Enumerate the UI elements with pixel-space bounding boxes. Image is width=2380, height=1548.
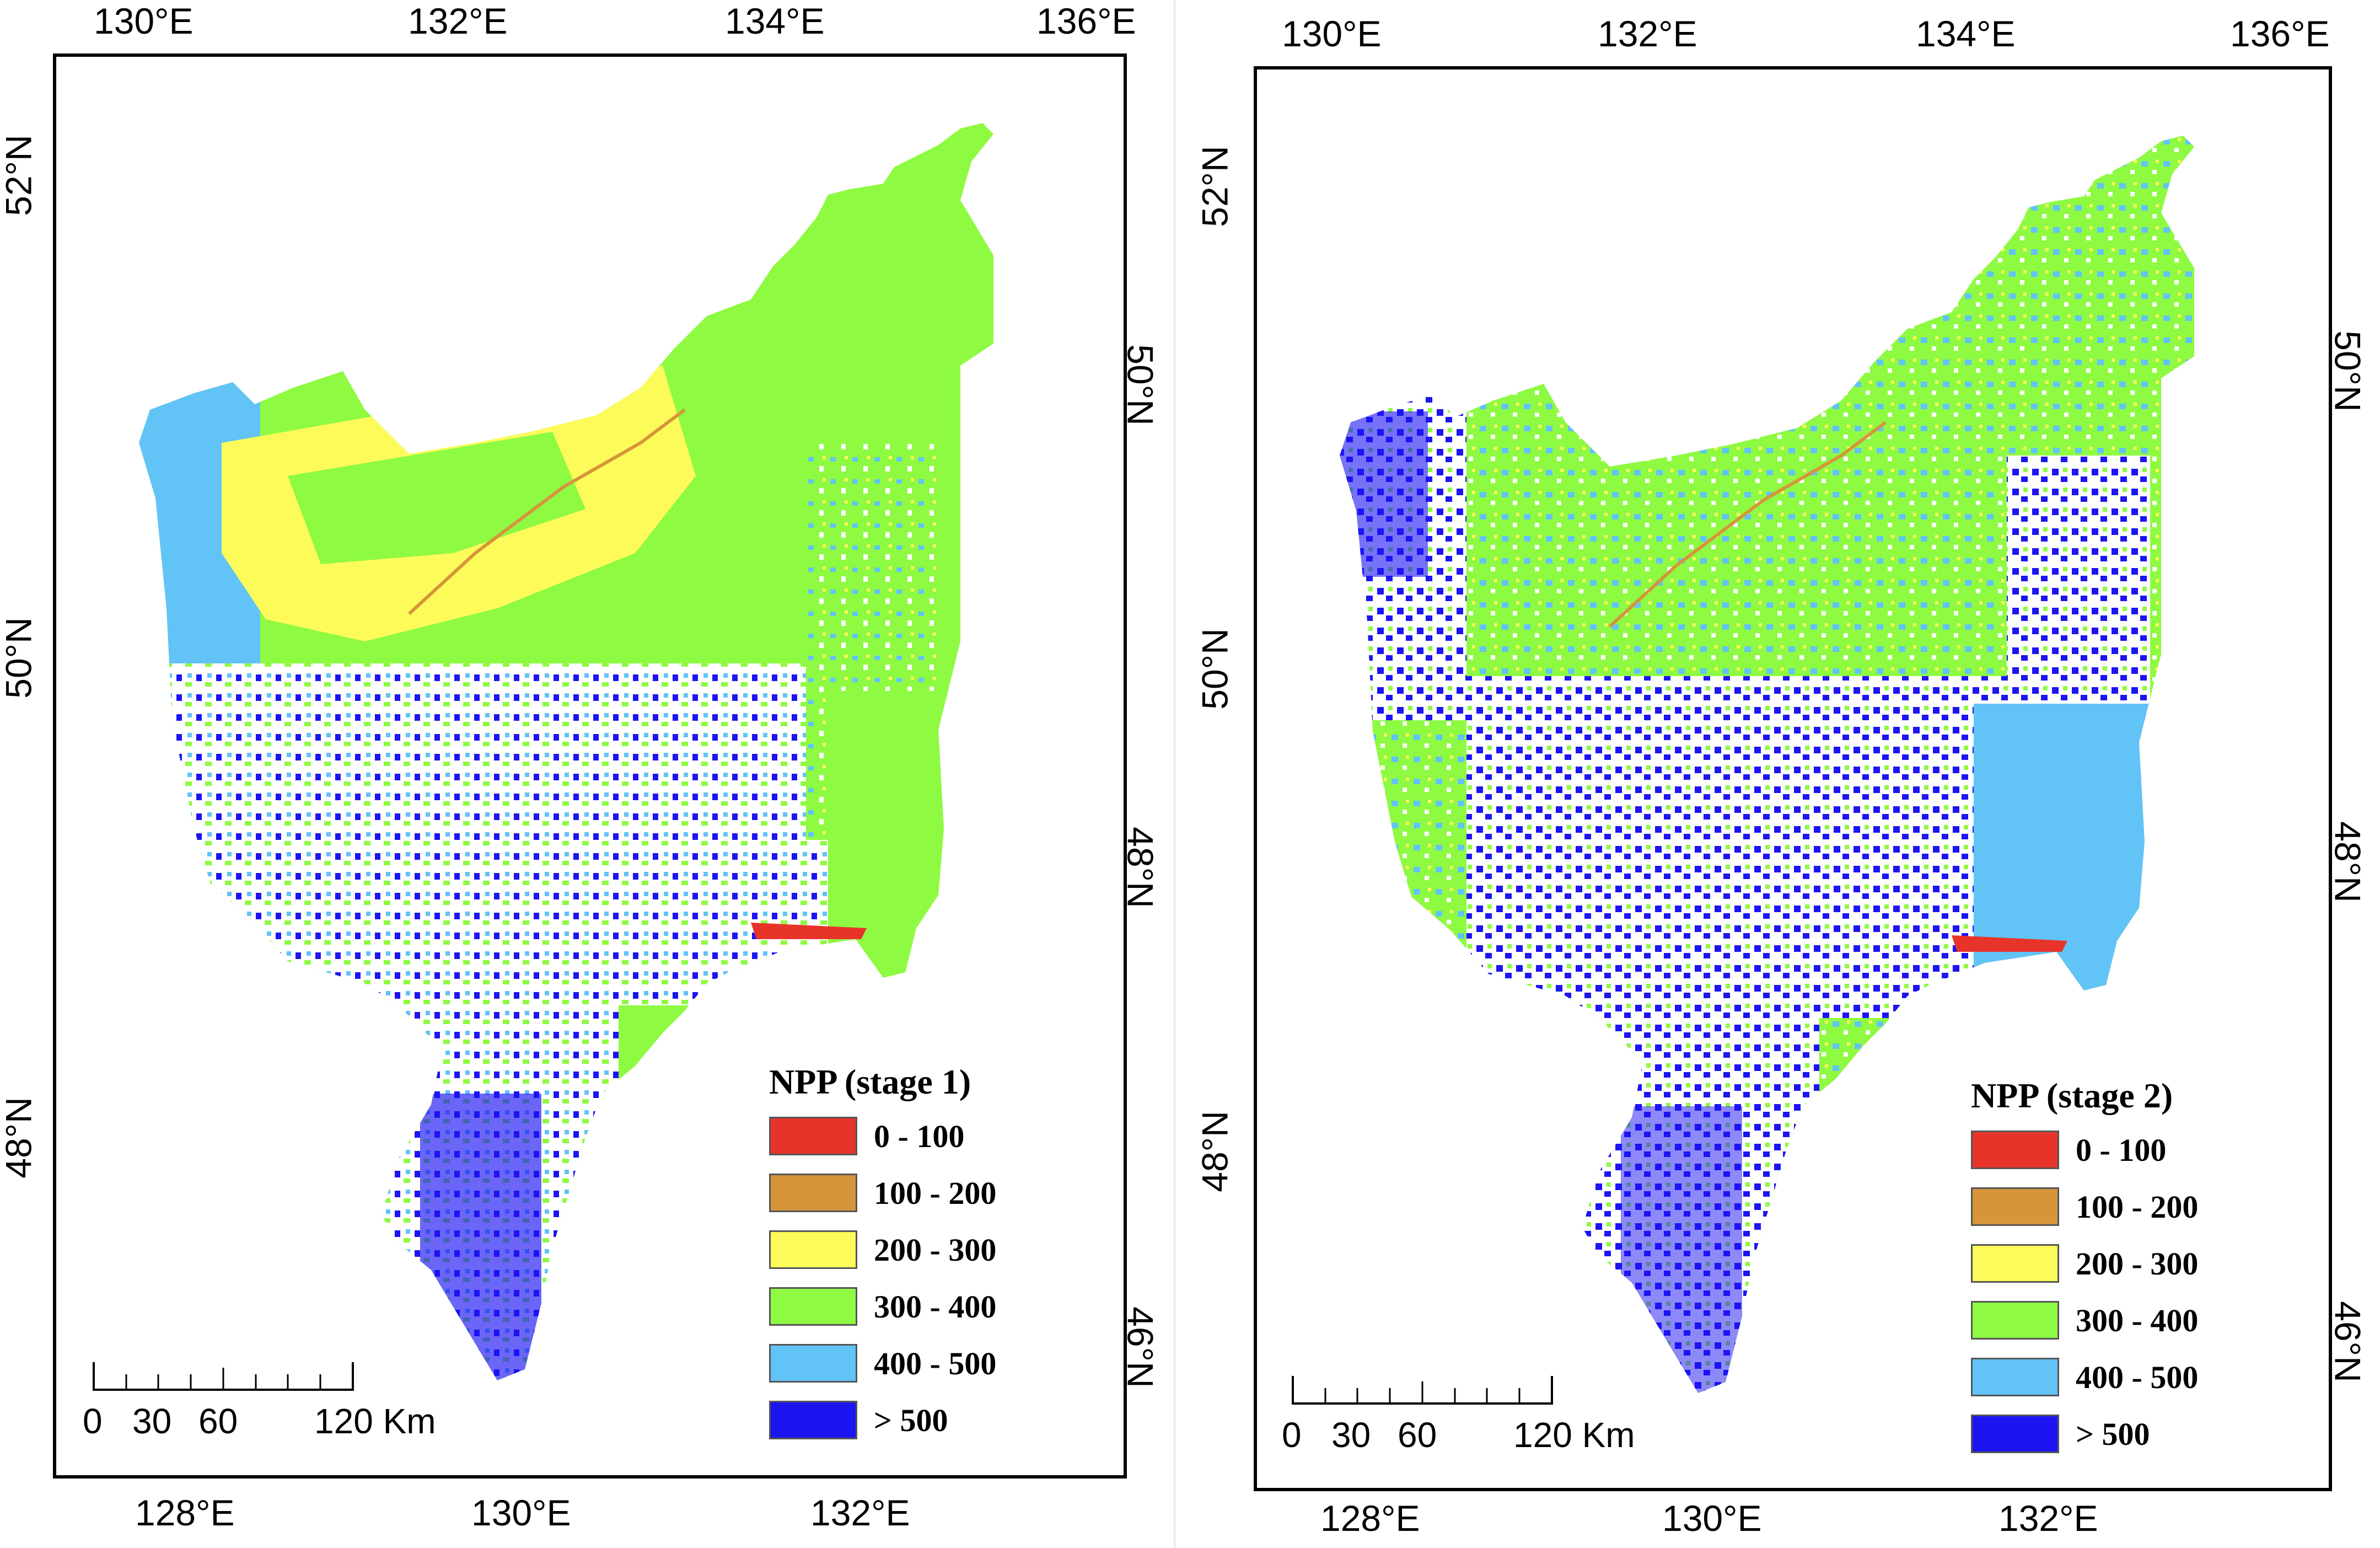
panel-divider bbox=[1173, 0, 1176, 1548]
legend-label: > 500 bbox=[874, 1402, 948, 1438]
legend-label: > 500 bbox=[2076, 1416, 2150, 1452]
right-tick-46n: 46°N bbox=[1120, 1306, 1161, 1388]
legend-title: NPP (stage 1) bbox=[769, 1062, 971, 1101]
top-tick-136e: 136°E bbox=[1036, 1, 1136, 41]
bottom-tick-130e: 130°E bbox=[471, 1492, 571, 1533]
bottom-tick-128e: 128°E bbox=[135, 1492, 235, 1533]
legend-swatch bbox=[1971, 1415, 2059, 1453]
right-tick-50n: 50°N bbox=[1120, 344, 1161, 426]
top-tick-136e: 136°E bbox=[2230, 13, 2330, 54]
scale-bar-ruler bbox=[1292, 1376, 1553, 1405]
top-tick-134e: 134°E bbox=[1916, 13, 2016, 54]
top-tick-130e: 130°E bbox=[94, 1, 194, 41]
right-tick-48n: 48°N bbox=[2327, 821, 2368, 903]
legend-label: 300 - 400 bbox=[2076, 1303, 2199, 1338]
legend-swatch bbox=[769, 1230, 857, 1269]
scale-label: 120 Km bbox=[314, 1401, 436, 1441]
bottom-tick-132e: 132°E bbox=[810, 1492, 910, 1533]
npp-raster-map bbox=[1340, 136, 2194, 1393]
legend-label: 200 - 300 bbox=[874, 1232, 997, 1268]
legend-label: 400 - 500 bbox=[874, 1346, 997, 1381]
top-tick-130e: 130°E bbox=[1282, 13, 1382, 54]
scale-label: 0 bbox=[1282, 1415, 1302, 1455]
legend-label: 400 - 500 bbox=[2076, 1359, 2199, 1395]
legend-swatch bbox=[769, 1287, 857, 1326]
bottom-tick-128e: 128°E bbox=[1320, 1498, 1420, 1539]
legend-swatch bbox=[769, 1344, 857, 1383]
legend-swatch bbox=[769, 1401, 857, 1439]
legend-swatch bbox=[1971, 1187, 2059, 1226]
scale-bar: 0 30 60 120 Km bbox=[83, 1362, 436, 1445]
legend-swatch bbox=[769, 1174, 857, 1212]
top-tick-134e: 134°E bbox=[725, 1, 825, 41]
top-tick-132e: 132°E bbox=[408, 1, 508, 41]
legend-label: 200 - 300 bbox=[2076, 1246, 2199, 1282]
legend: NPP (stage 2) 0 - 100 100 - 200 200 - 30… bbox=[1971, 1075, 2313, 1453]
right-tick-48n: 48°N bbox=[1120, 827, 1161, 908]
legend-swatch bbox=[1971, 1301, 2059, 1340]
legend-title: NPP (stage 2) bbox=[1971, 1076, 2173, 1115]
scale-label: 60 bbox=[198, 1401, 238, 1441]
scale-bar-ruler bbox=[93, 1362, 354, 1391]
legend: NPP (stage 1) 0 - 100 100 - 200 200 - 30… bbox=[769, 1062, 1111, 1439]
map-frame bbox=[53, 53, 1127, 1479]
bottom-tick-132e: 132°E bbox=[1998, 1498, 2098, 1539]
legend-label: 0 - 100 bbox=[874, 1118, 965, 1154]
left-tick-52n: 52°N bbox=[0, 135, 39, 216]
legend-swatch bbox=[1971, 1131, 2059, 1169]
scale-label: 60 bbox=[1398, 1415, 1437, 1455]
legend-label: 100 - 200 bbox=[2076, 1189, 2199, 1225]
legend-swatch bbox=[1971, 1244, 2059, 1283]
scale-label: 30 bbox=[1331, 1415, 1371, 1455]
map-frame bbox=[1254, 66, 2332, 1491]
left-tick-52n: 52°N bbox=[1194, 146, 1235, 227]
left-tick-50n: 50°N bbox=[1194, 628, 1235, 710]
npp-raster-map bbox=[139, 123, 993, 1380]
scale-label: 30 bbox=[132, 1401, 172, 1441]
map-panel-stage-2: 130°E 132°E 134°E 136°E 52°N 50°N 48°N 5… bbox=[1185, 0, 2380, 1548]
left-tick-48n: 48°N bbox=[1194, 1111, 1235, 1192]
legend-swatch bbox=[769, 1117, 857, 1155]
scale-label: 120 Km bbox=[1513, 1415, 1635, 1455]
legend-swatch bbox=[1971, 1358, 2059, 1396]
top-tick-132e: 132°E bbox=[1598, 13, 1697, 54]
scale-bar: 0 30 60 120 Km bbox=[1282, 1376, 1635, 1459]
right-tick-50n: 50°N bbox=[2327, 330, 2368, 412]
right-tick-46n: 46°N bbox=[2327, 1301, 2368, 1383]
legend-label: 300 - 400 bbox=[874, 1289, 997, 1325]
left-tick-48n: 48°N bbox=[0, 1097, 39, 1179]
left-tick-50n: 50°N bbox=[0, 617, 39, 699]
legend-label: 0 - 100 bbox=[2076, 1132, 2167, 1168]
map-panel-stage-1: 130°E 132°E 134°E 136°E 52°N 50°N 48°N 5… bbox=[0, 0, 1172, 1548]
bottom-tick-130e: 130°E bbox=[1662, 1498, 1762, 1539]
scale-label: 0 bbox=[83, 1401, 103, 1441]
legend-label: 100 - 200 bbox=[874, 1175, 997, 1211]
